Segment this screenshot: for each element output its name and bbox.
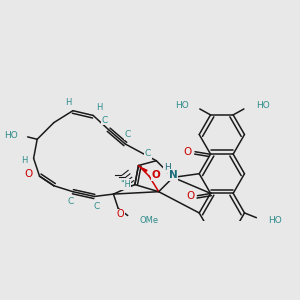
Text: O: O xyxy=(184,147,192,157)
Text: H: H xyxy=(65,98,71,107)
Text: C: C xyxy=(145,149,151,158)
Text: ''H: ''H xyxy=(120,180,131,189)
Text: O: O xyxy=(152,170,161,180)
Text: C: C xyxy=(102,116,108,125)
Text: C: C xyxy=(94,202,100,211)
Text: O: O xyxy=(186,191,194,201)
Text: H: H xyxy=(21,156,27,165)
Text: HO: HO xyxy=(4,131,18,140)
Text: HO: HO xyxy=(268,216,282,225)
Text: N: N xyxy=(169,170,177,180)
Text: HO: HO xyxy=(175,101,189,110)
Text: O: O xyxy=(25,169,33,179)
Polygon shape xyxy=(138,166,148,173)
Text: O: O xyxy=(117,209,124,219)
Text: C: C xyxy=(68,197,74,206)
Text: H: H xyxy=(96,103,102,112)
Text: HO: HO xyxy=(256,101,270,110)
Text: OMe: OMe xyxy=(140,216,159,225)
Text: H: H xyxy=(164,164,170,172)
Text: C: C xyxy=(124,130,131,139)
